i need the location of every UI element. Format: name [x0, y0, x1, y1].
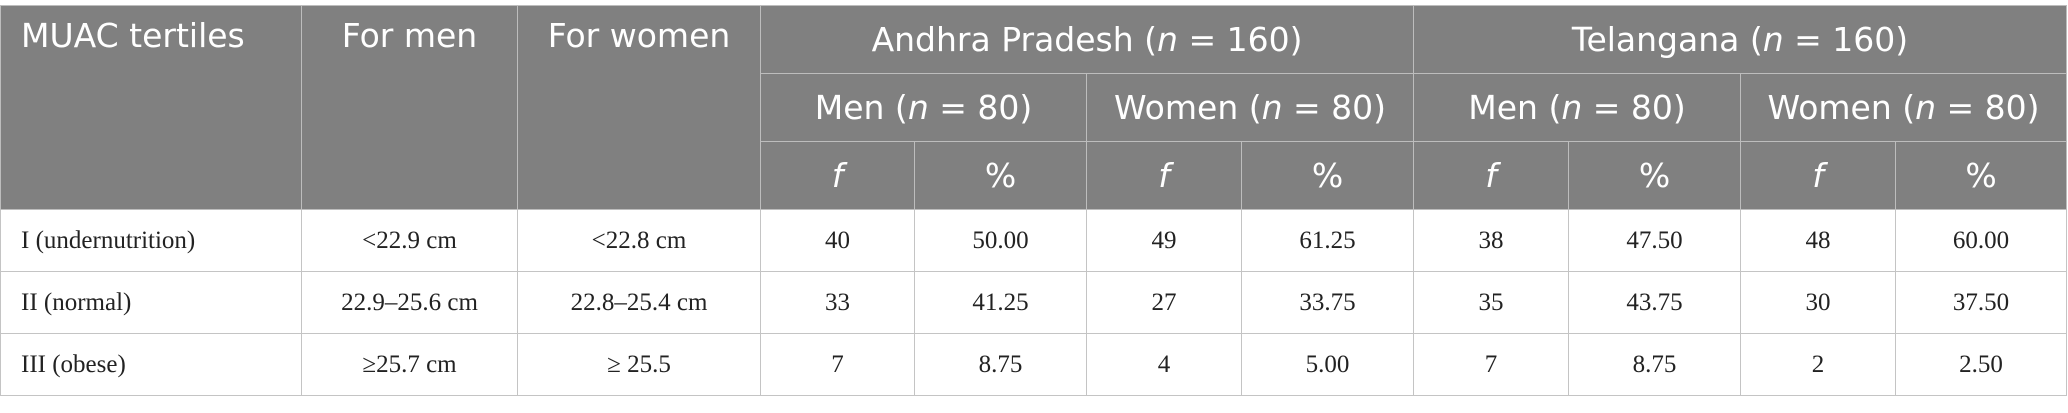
header-text: Women ( [1767, 88, 1916, 127]
table-cell: I (undernutrition) [0, 209, 302, 272]
subgroup-header: Men (n = 80) [760, 73, 1087, 142]
stat-header: % [1895, 141, 2068, 210]
header-text: = 80) [1282, 88, 1387, 127]
table-cell: 48 [1740, 209, 1897, 272]
table-cell: 37.50 [1895, 271, 2068, 334]
header-text: Andhra Pradesh ( [871, 20, 1158, 59]
header-variable: n [1762, 20, 1784, 59]
header-text: = 160) [1783, 20, 1909, 59]
table-cell: 5.00 [1240, 333, 1415, 396]
header-cell: For women [517, 5, 761, 210]
stat-label: f [1158, 156, 1170, 195]
table-cell: 7 [1413, 333, 1570, 396]
header-variable: n [1561, 88, 1583, 127]
table-cell: 33.75 [1240, 271, 1415, 334]
table-cell: 41.25 [914, 271, 1087, 334]
header-text: = 80) [928, 88, 1033, 127]
stat-header: f [1413, 141, 1570, 210]
subgroup-header: Women (n = 80) [1085, 73, 1415, 142]
header-text: = 80) [1936, 88, 2040, 127]
table-cell: II (normal) [0, 271, 302, 334]
table-cell: 22.8–25.4 cm [517, 271, 761, 334]
stat-header: f [1086, 141, 1242, 210]
group-header: Andhra Pradesh (n = 160) [759, 5, 1415, 74]
header-variable: n [1915, 88, 1937, 127]
stat-header: f [1740, 141, 1897, 210]
table-cell: 33 [760, 271, 915, 334]
table-cell: 2.50 [1895, 333, 2068, 396]
header-cell: MUAC tertiles [0, 5, 302, 210]
table-cell: 43.75 [1568, 271, 1742, 334]
table-cell: 47.50 [1568, 209, 1742, 272]
stat-header: % [914, 141, 1087, 210]
table-cell: 60.00 [1895, 209, 2068, 272]
table-cell: 27 [1086, 271, 1242, 334]
stat-label: % [1638, 156, 1671, 195]
header-row: MUAC tertiles For men For women Andhra Prad… [0, 5, 2068, 210]
table-cell: 61.25 [1240, 209, 1415, 272]
table-cell: 50.00 [914, 209, 1087, 272]
table-cell: 8.75 [1568, 333, 1742, 396]
header-cell: For men [301, 5, 518, 210]
table-row: II (normal) 22.9–25.6 cm 22.8–25.4 cm 33 41.… [0, 271, 2068, 334]
table-cell: 49 [1086, 209, 1242, 272]
table-cell: 8.75 [914, 333, 1087, 396]
stat-header: f [760, 141, 915, 210]
header-variable: n [907, 88, 929, 127]
stat-header: % [1568, 141, 1742, 210]
table-cell: 30 [1740, 271, 1897, 334]
header-variable: n [1261, 88, 1283, 127]
header-text: Women ( [1113, 88, 1262, 127]
stat-label: % [1311, 156, 1344, 195]
table-cell: 22.9–25.6 cm [301, 271, 518, 334]
stat-label: f [1812, 156, 1824, 195]
header-text: Men ( [814, 88, 908, 127]
table-cell: III (obese) [0, 333, 302, 396]
table-cell: 35 [1413, 271, 1570, 334]
group-header: Telangana (n = 160) [1413, 5, 2068, 74]
header-row: Men (n = 80) Women (n = 80) Men (n = 80) Wo… [1, 73, 2068, 142]
stat-label: % [1965, 156, 1997, 195]
table-cell: ≥ 25.5 [517, 333, 761, 396]
stat-label: % [984, 156, 1017, 195]
table-cell: 7 [760, 333, 915, 396]
table-cell: <22.9 cm [301, 209, 518, 272]
table-cell: ≥25.7 cm [301, 333, 518, 396]
header-variable: n [1157, 20, 1178, 59]
table-row: III (obese) ≥25.7 cm ≥ 25.5 7 8.75 4 5.00 7 8.75… [0, 333, 2068, 396]
table-cell: <22.8 cm [517, 209, 761, 272]
table-cell: 38 [1413, 209, 1570, 272]
subgroup-header: Women (n = 80) [1740, 73, 2068, 142]
header-text: = 160) [1177, 20, 1303, 59]
stat-label: f [831, 156, 844, 195]
header-text: Men ( [1468, 88, 1562, 127]
table-cell: 2 [1740, 333, 1897, 396]
stat-header: % [1240, 141, 1415, 210]
stat-label: f [1485, 156, 1497, 195]
table-cell: 40 [760, 209, 915, 272]
data-table: MUAC tertiles For men For women Andhra Prad… [0, 5, 2068, 396]
header-text: = 80) [1582, 88, 1686, 127]
table-cell: 4 [1086, 333, 1242, 396]
header-row: f% f% f% f% [1, 141, 2068, 210]
subgroup-header: Men (n = 80) [1413, 73, 1742, 142]
header-text: Telangana ( [1571, 20, 1763, 59]
table-row: I (undernutrition) <22.9 cm <22.8 cm 40 50.0… [0, 209, 2068, 272]
